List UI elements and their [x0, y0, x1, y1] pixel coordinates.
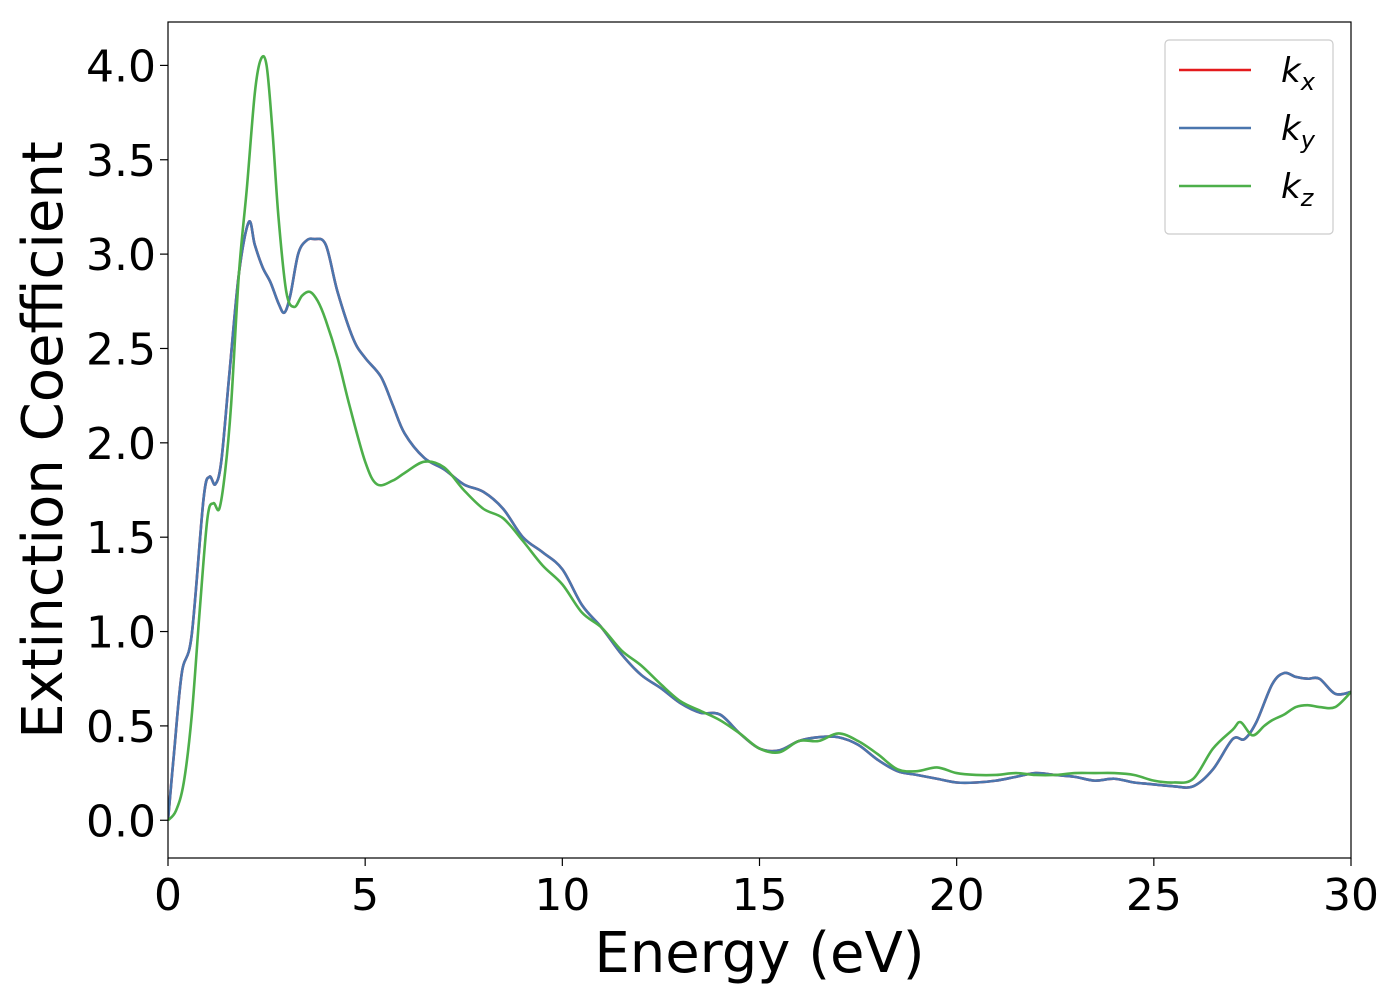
x-tick-label: 0	[154, 870, 182, 921]
series-line-y	[168, 220, 1351, 821]
y-tick-label: 2.0	[86, 419, 156, 470]
legend-label-base: k	[1281, 167, 1302, 207]
legend-label-z: kz	[1281, 167, 1315, 212]
y-tick-label: 3.5	[86, 136, 156, 187]
y-tick-label: 2.5	[86, 324, 156, 375]
legend-label-x: kx	[1281, 51, 1316, 96]
x-tick-label: 10	[534, 870, 590, 921]
y-tick-label: 4.0	[86, 41, 156, 92]
y-tick-label: 1.5	[86, 513, 156, 564]
x-axis-title: Energy (eV)	[594, 921, 924, 986]
legend-label-subscript: z	[1300, 184, 1315, 212]
legend-label-base: k	[1281, 109, 1302, 149]
legend-label-base: k	[1281, 51, 1302, 91]
x-tick-label: 15	[732, 870, 788, 921]
x-axis-ticks: 0 5 10 15 20 25 30	[154, 858, 1379, 921]
y-tick-label: 3.0	[86, 230, 156, 281]
x-tick-label: 25	[1126, 870, 1182, 921]
x-tick-label: 20	[929, 870, 985, 921]
legend-label-subscript: y	[1300, 126, 1316, 154]
y-tick-label: 0.5	[86, 702, 156, 753]
legend-label-subscript: x	[1300, 68, 1316, 96]
y-tick-label: 1.0	[86, 608, 156, 659]
series-line-z	[168, 55, 1351, 822]
series-layer	[168, 55, 1351, 822]
x-tick-label: 30	[1323, 870, 1379, 921]
y-tick-label: 0.0	[86, 796, 156, 847]
legend-label-y: ky	[1281, 109, 1316, 154]
y-axis-title: Extinction Coefficient	[11, 141, 76, 739]
x-tick-label: 5	[351, 870, 379, 921]
y-axis-ticks: 0.0 0.5 1.0 1.5 2.0 2.5 3.0 3.5 4.0	[86, 41, 168, 847]
